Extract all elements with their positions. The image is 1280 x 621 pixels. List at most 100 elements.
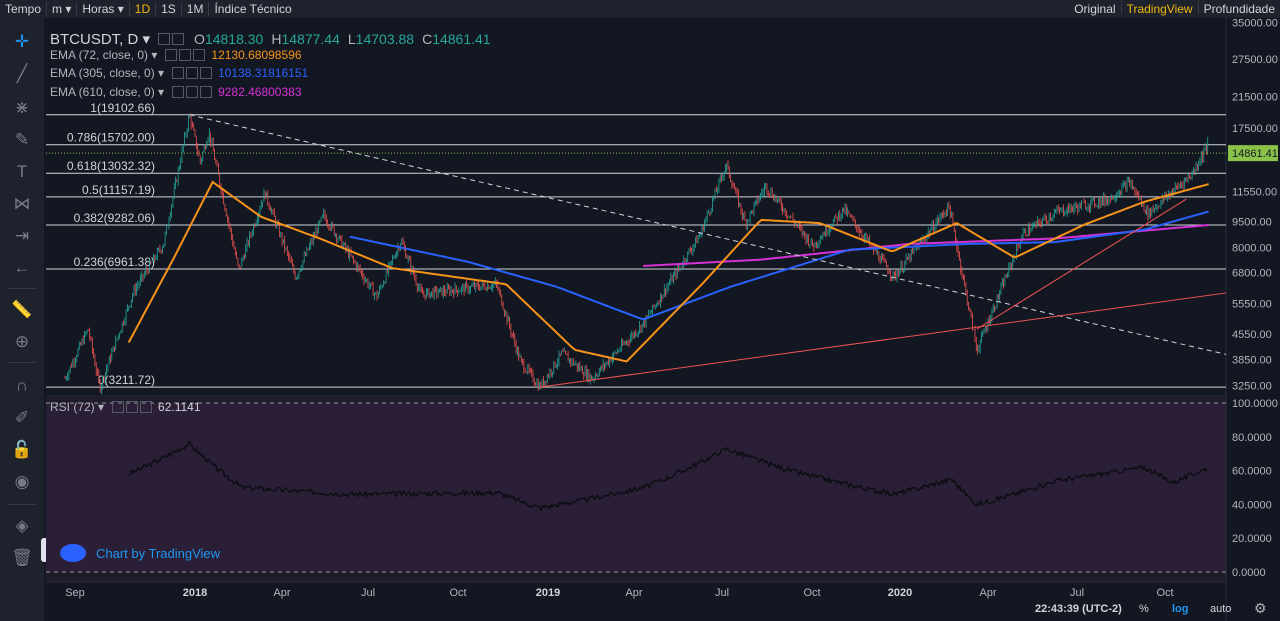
lock-drawing-icon[interactable]: ✐	[14, 408, 30, 427]
ema72-line	[127, 180, 1209, 363]
close-value: 14861.41	[432, 31, 491, 47]
price-tick-12: 3250.00	[1232, 380, 1272, 392]
time-tick-8: Oct	[803, 587, 820, 599]
trendline-2	[976, 198, 1187, 330]
main-legend: BTCUSDT, D ▾ O 14818.30 H 14877.44 L 14703.…	[50, 31, 491, 48]
price-tick-9: 5550.00	[1232, 299, 1272, 311]
fib-label-3: 0.5(11157.19)	[82, 183, 155, 197]
ema72-value: 12130.68098596	[211, 48, 302, 62]
price-tick-8: 6800.00	[1232, 268, 1272, 280]
legend-buttons[interactable]	[158, 33, 186, 45]
text-tool-icon[interactable]: T	[16, 162, 28, 181]
trendline-0	[189, 114, 1227, 355]
drawing-toolbar: ✛ ╱ ⋇ ✎ T ⋈ ⇥ ← 📏 ⊕ ∩ ✐ 🔓 ◉ ◈ 🗑	[0, 18, 44, 621]
time-tick-3: Jul	[361, 587, 375, 599]
price-tick-1: 27500.00	[1232, 54, 1278, 66]
prediction-icon[interactable]: ⇥	[14, 226, 30, 245]
price-tick-7: 8000.00	[1232, 243, 1272, 255]
time-tick-2: Apr	[273, 587, 290, 599]
layers-icon[interactable]: ◈	[15, 516, 29, 535]
zoom-icon[interactable]: ⊕	[14, 332, 30, 351]
view-mode-0[interactable]: Original	[1074, 2, 1116, 16]
lock-icon[interactable]: 🔓	[11, 440, 33, 459]
rsi-tick-2: 60.0000	[1232, 466, 1272, 478]
price-tick-11: 3850.00	[1232, 354, 1272, 366]
rsi-tick-0: 100.0000	[1232, 398, 1278, 410]
price-tick-4: 14861.41	[1232, 148, 1278, 160]
auto-toggle[interactable]: auto	[1210, 603, 1232, 615]
time-tick-11: Jul	[1070, 587, 1084, 599]
trendline-1	[539, 292, 1227, 388]
rsi-band	[46, 403, 1226, 572]
fib-label-2: 0.618(13032.32)	[67, 159, 155, 173]
timeframe-group: Tempo m ▾ Horas ▾ 1D 1S 1M Índice Técnico	[0, 0, 297, 18]
toolbar-item-0[interactable]: Tempo	[5, 2, 42, 16]
tradingview-watermark[interactable]: Chart by TradingView	[60, 544, 220, 562]
view-mode-1[interactable]: TradingView	[1126, 2, 1193, 16]
cloud-icon	[60, 544, 86, 562]
price-tick-0: 35000.00	[1232, 17, 1278, 29]
eye-icon[interactable]: ◉	[14, 472, 30, 491]
time-tick-0: Sep	[65, 587, 85, 599]
fib-label-4: 0.382(9282.06)	[74, 211, 155, 225]
price-tick-6: 9500.00	[1232, 216, 1272, 228]
open-value: 14818.30	[204, 31, 264, 47]
fib-label-0: 1(19102.66)	[90, 101, 155, 115]
toolbar-item-3[interactable]: 1D	[134, 2, 151, 16]
brush-icon[interactable]: ✎	[14, 130, 30, 149]
price-tick-5: 11550.00	[1232, 187, 1277, 199]
time-tick-12: Oct	[1156, 587, 1173, 599]
ema610-value: 9282.46800383	[218, 85, 302, 99]
percent-toggle[interactable]: %	[1139, 603, 1149, 615]
trend-line-icon[interactable]: ╱	[16, 64, 28, 83]
settings-icon[interactable]: ⚙	[1254, 600, 1267, 616]
trash-icon[interactable]: 🗑	[11, 548, 33, 567]
ruler-icon[interactable]: 📏	[11, 300, 33, 319]
time-tick-6: Apr	[625, 587, 642, 599]
fib-tool-icon[interactable]: ⋇	[14, 98, 30, 117]
rsi-value: 62.1141	[158, 400, 201, 414]
top-toolbar: Tempo m ▾ Horas ▾ 1D 1S 1M Índice Técnico Orig…	[0, 0, 1280, 18]
toolbar-item-1[interactable]: m ▾	[52, 2, 72, 16]
ema305-legend: EMA (305, close, 0) ▾ 10138.31816151	[50, 66, 309, 80]
price-tick-3: 17500.00	[1232, 123, 1278, 135]
pattern-icon[interactable]: ⋈	[13, 194, 31, 213]
time-tick-10: Apr	[979, 587, 996, 599]
magnet-icon[interactable]: ∩	[15, 376, 29, 395]
ema72-legend: EMA (72, close, 0) ▾ 12130.68098596	[50, 48, 302, 62]
view-mode-group: Original TradingView Profundidade	[1069, 0, 1280, 18]
high-value: 14877.44	[281, 31, 340, 47]
time-tick-1: 2018	[183, 587, 207, 599]
price-tick-2: 21500.00	[1232, 92, 1278, 104]
current-price-tag	[1228, 145, 1278, 162]
toolbar-collapse-handle[interactable]	[41, 538, 49, 562]
toolbar-item-5[interactable]: 1M	[186, 2, 204, 16]
rsi-tick-5: 0.0000	[1232, 567, 1266, 579]
time-tick-9: 2020	[888, 587, 912, 599]
toolbar-item-4[interactable]: 1S	[161, 2, 176, 16]
time-tick-5: 2019	[536, 587, 560, 599]
toolbar-item-6[interactable]: Índice Técnico	[214, 2, 292, 16]
rsi-line	[128, 440, 1208, 512]
ema610-legend: EMA (610, close, 0) ▾ 9282.46800383	[50, 85, 302, 99]
time-tick-7: Jul	[715, 587, 729, 599]
symbol-name[interactable]: BTCUSDT, D ▾	[50, 31, 151, 48]
candles	[64, 113, 1209, 395]
ema305-value: 10138.31816151	[218, 66, 309, 80]
clock-readout: 22:43:39 (UTC-2)	[1035, 603, 1122, 615]
log-toggle[interactable]: log	[1172, 603, 1189, 615]
toolbar-item-2[interactable]: Horas ▾	[82, 2, 124, 16]
back-arrow-icon[interactable]: ←	[13, 258, 31, 277]
ema305-line	[349, 210, 1209, 321]
rsi-legend: RSI (72) ▾ 62.1141	[50, 400, 201, 414]
view-mode-2[interactable]: Profundidade	[1203, 2, 1275, 16]
crosshair-icon[interactable]: ✛	[14, 32, 30, 51]
price-tick-10: 4550.00	[1232, 329, 1272, 341]
rsi-tick-4: 20.0000	[1232, 533, 1272, 545]
time-tick-4: Oct	[449, 587, 466, 599]
rsi-tick-3: 40.0000	[1232, 499, 1272, 511]
rsi-tick-1: 80.0000	[1232, 432, 1272, 444]
fib-label-1: 0.786(15702.00)	[67, 131, 155, 145]
low-value: 14703.88	[355, 31, 415, 47]
